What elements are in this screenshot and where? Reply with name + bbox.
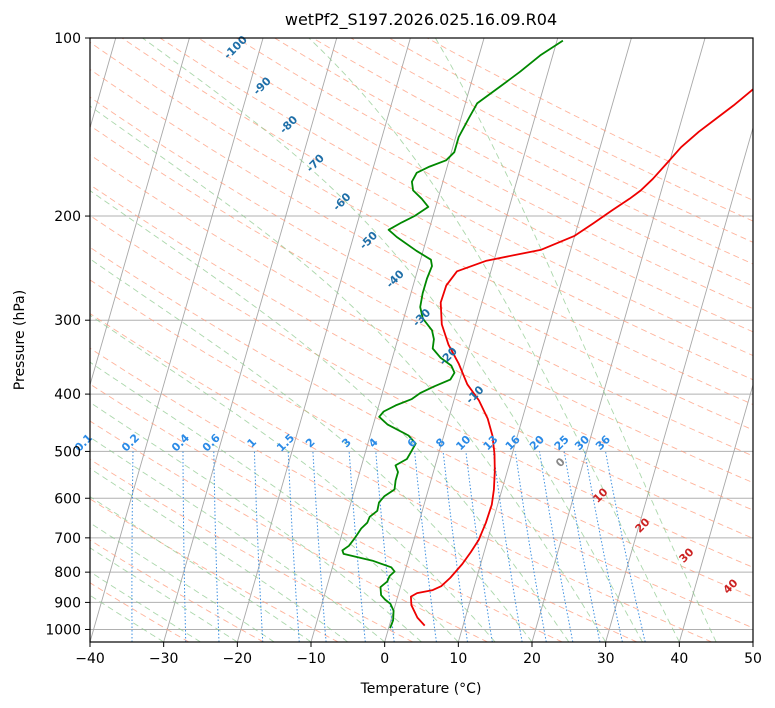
isotherm-line bbox=[605, 126, 753, 642]
isotherm-line bbox=[384, 38, 559, 642]
y-tick-label: 500 bbox=[54, 444, 81, 460]
x-tick-label: −20 bbox=[223, 651, 253, 667]
mixing-ratio-line bbox=[213, 451, 220, 642]
moist-adiabat-line bbox=[90, 401, 422, 642]
dry-adiabat-line bbox=[90, 539, 264, 642]
dry-adiabat-line bbox=[90, 458, 414, 642]
dry-adiabat-line bbox=[90, 184, 753, 539]
dry-adiabat-line bbox=[198, 38, 753, 333]
mixing-ratio-line bbox=[375, 451, 395, 642]
x-tick-label: 10 bbox=[449, 651, 467, 667]
dry-adiabat-line bbox=[90, 582, 190, 642]
sounding-lines bbox=[341, 39, 753, 629]
dry-adiabat-line bbox=[90, 215, 753, 568]
moist-adiabat-line bbox=[142, 38, 643, 642]
dry-adiabat-line bbox=[90, 420, 488, 642]
x-axis: −40 −30 −20 −10 0 10 20 30 40 50 bbox=[75, 642, 762, 667]
isotherm-line bbox=[678, 383, 753, 642]
isotherm-line bbox=[90, 38, 190, 387]
y-tick-label: 600 bbox=[54, 491, 81, 507]
moist-adiabat-line bbox=[90, 190, 570, 642]
dry-adiabat-line bbox=[90, 41, 753, 406]
dry-adiabat-line bbox=[90, 125, 753, 484]
x-tick-label: 50 bbox=[744, 651, 762, 667]
plot-frame bbox=[89, 37, 754, 643]
y-axis: 100 200 300 400 500 600 700 800 900 1000 bbox=[45, 31, 90, 638]
x-tick-label: 40 bbox=[670, 651, 688, 667]
background-lines bbox=[90, 38, 753, 642]
moist-adiabat-line bbox=[90, 467, 349, 642]
isotherm-line bbox=[236, 38, 411, 642]
isotherm-line bbox=[457, 38, 632, 642]
y-tick-label: 200 bbox=[54, 209, 81, 225]
moist-adiabat-line bbox=[308, 38, 680, 642]
temperature-line bbox=[410, 88, 753, 627]
moist-adiabat-line bbox=[90, 361, 459, 642]
isotherm-line bbox=[163, 38, 338, 642]
y-tick-label: 100 bbox=[54, 31, 81, 47]
moist-adiabat-line bbox=[90, 496, 312, 642]
dry-adiabat-line bbox=[121, 38, 753, 381]
y-tick-label: 800 bbox=[54, 565, 81, 581]
dry-adiabat-line bbox=[90, 279, 753, 629]
mixing-ratio-line bbox=[605, 451, 646, 642]
x-tick-label: −10 bbox=[296, 651, 326, 667]
mixing-ratio-line bbox=[287, 451, 300, 642]
moist-adiabat-line bbox=[90, 105, 607, 642]
dry-adiabat-line bbox=[236, 38, 753, 310]
dry-adiabat-line bbox=[90, 154, 753, 511]
mixing-ratio-line bbox=[131, 451, 134, 642]
isotherm-line bbox=[531, 38, 706, 642]
moist-adiabat-line bbox=[435, 38, 717, 642]
y-tick-label: 300 bbox=[54, 313, 81, 329]
x-tick-label: 20 bbox=[523, 651, 541, 667]
mixing-ratio-line bbox=[312, 451, 327, 642]
mixing-ratio-line bbox=[414, 451, 437, 642]
x-tick-label: −40 bbox=[75, 651, 105, 667]
mixing-ratio-line bbox=[348, 451, 366, 642]
moist-adiabat-line bbox=[90, 258, 533, 642]
dry-adiabat-line bbox=[90, 347, 638, 642]
x-tick-label: 30 bbox=[597, 651, 615, 667]
dry-adiabat-line bbox=[90, 246, 753, 598]
y-tick-label: 400 bbox=[54, 387, 81, 403]
y-axis-title: Pressure (hPa) bbox=[12, 290, 28, 390]
mixing-ratio-line bbox=[253, 451, 264, 642]
x-tick-label: −30 bbox=[149, 651, 179, 667]
x-axis-title: Temperature (°C) bbox=[360, 681, 482, 697]
mixing-ratio-line bbox=[182, 451, 187, 642]
y-tick-label: 700 bbox=[54, 531, 81, 547]
dewpoint-line bbox=[341, 39, 564, 629]
y-tick-label: 1000 bbox=[45, 622, 81, 638]
dry-adiabat-line bbox=[90, 313, 712, 642]
chart-title: wetPf2_S197.2026.025.16.09.R04 bbox=[285, 10, 557, 30]
moist-adiabat-line bbox=[90, 314, 496, 642]
y-tick-label: 900 bbox=[54, 595, 81, 611]
x-tick-label: 0 bbox=[380, 651, 389, 667]
